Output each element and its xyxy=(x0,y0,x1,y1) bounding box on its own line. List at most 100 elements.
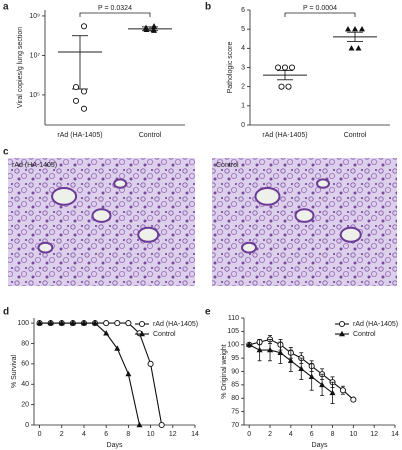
y-tick-label: 100 xyxy=(17,320,29,327)
legend-label: Control xyxy=(153,331,176,338)
airway xyxy=(294,208,315,223)
data-point xyxy=(287,357,294,363)
legend-label: rAd (HA-1405) xyxy=(353,321,398,328)
series-line xyxy=(39,322,163,426)
legend-marker xyxy=(338,320,346,328)
x-tick-label: 12 xyxy=(169,431,177,438)
y-tick-label: 40 xyxy=(21,381,29,388)
y-tick-label: 4 xyxy=(241,45,245,52)
significance-bracket xyxy=(284,12,356,17)
data-point xyxy=(350,396,357,403)
y-tick-label: 1 xyxy=(241,103,245,110)
x-tick-label: 0 xyxy=(38,431,42,438)
y-tick-label: 80 xyxy=(231,395,239,402)
y-tick-label: 5 xyxy=(241,26,245,33)
data-point xyxy=(281,64,289,71)
data-point xyxy=(298,365,305,372)
x-tick-label: 0 xyxy=(247,431,251,438)
data-point xyxy=(278,83,285,90)
data-point xyxy=(277,349,284,355)
data-point xyxy=(80,105,88,112)
y-axis-title: % Survival xyxy=(11,355,18,389)
panel-letter: c xyxy=(3,147,9,158)
data-point xyxy=(36,319,43,326)
data-point xyxy=(329,389,336,396)
x-tick-label: 2 xyxy=(268,431,272,438)
data-point xyxy=(345,25,351,32)
x-tick-label: 4 xyxy=(289,431,293,438)
y-tick-label: 60 xyxy=(21,361,29,368)
y-tick-label: 85 xyxy=(231,382,239,389)
y-tick-label: 3 xyxy=(241,64,245,71)
data-point xyxy=(80,23,88,30)
legend-label: rAd (HA-1405) xyxy=(153,321,198,328)
data-point xyxy=(256,346,263,353)
data-point xyxy=(147,360,154,367)
x-tick-label: rAd (HA-1405) xyxy=(262,132,307,139)
y-axis-title: % Original weight xyxy=(221,344,228,399)
legend-label: Control xyxy=(353,331,376,338)
airway xyxy=(241,241,257,254)
x-tick-label: 8 xyxy=(126,431,130,438)
y-axis-title: Pathologic score xyxy=(227,42,234,94)
x-tick-label: 6 xyxy=(104,431,108,438)
data-point xyxy=(47,319,54,326)
data-point xyxy=(246,341,253,347)
x-tick-label: 6 xyxy=(310,431,314,438)
legend-marker xyxy=(339,330,345,337)
airway xyxy=(91,208,112,223)
data-point xyxy=(72,97,80,104)
x-tick-label: Control xyxy=(344,132,367,139)
legend-marker xyxy=(138,320,146,328)
data-point xyxy=(158,421,165,429)
y-tick-label: 10⁷ xyxy=(30,52,41,59)
y-tick-label: 95 xyxy=(231,355,239,362)
y-tick-label: 100 xyxy=(227,342,239,349)
y-tick-label: 0 xyxy=(241,122,245,129)
data-point xyxy=(103,330,110,336)
x-tick-label: rAd (HA-1405) xyxy=(57,132,102,139)
data-point xyxy=(125,370,132,377)
data-point xyxy=(58,319,65,326)
x-tick-label: 10 xyxy=(349,431,357,438)
x-tick-label: 14 xyxy=(191,431,199,438)
panel-letter: e xyxy=(205,307,211,318)
y-tick-label: 75 xyxy=(231,408,239,415)
data-point xyxy=(125,320,132,327)
panel-letter: a xyxy=(3,2,9,13)
airway xyxy=(339,226,362,243)
data-point xyxy=(274,64,282,71)
x-tick-label: 8 xyxy=(331,431,335,438)
airway xyxy=(113,178,128,189)
y-tick-label: 6 xyxy=(241,7,245,14)
x-axis-title: Days xyxy=(107,442,123,449)
y-tick-label: 10⁵ xyxy=(29,92,40,99)
legend-marker xyxy=(139,330,145,337)
data-point xyxy=(92,319,99,326)
y-tick-label: 70 xyxy=(231,422,239,429)
y-tick-label: 105 xyxy=(227,328,239,335)
data-point xyxy=(352,25,358,32)
data-point xyxy=(114,345,121,351)
data-point xyxy=(267,346,274,353)
p-value: P = 0.0004 xyxy=(303,5,337,12)
x-tick-label: 10 xyxy=(147,431,155,438)
data-point xyxy=(69,319,76,326)
y-tick-label: 110 xyxy=(228,315,239,322)
data-point xyxy=(80,88,88,95)
x-tick-label: 4 xyxy=(82,431,86,438)
x-tick-label: 12 xyxy=(370,431,378,438)
airway xyxy=(316,178,330,189)
data-point xyxy=(114,320,121,327)
data-point xyxy=(143,26,150,32)
airway xyxy=(254,187,281,206)
data-point xyxy=(151,27,157,33)
y-tick-label: 80 xyxy=(21,340,29,347)
x-tick-label: Control xyxy=(139,132,162,139)
data-point xyxy=(136,421,143,428)
p-value: P = 0.0324 xyxy=(98,5,132,12)
data-point xyxy=(355,45,362,51)
x-tick-label: 2 xyxy=(60,431,64,438)
data-point xyxy=(319,381,326,388)
